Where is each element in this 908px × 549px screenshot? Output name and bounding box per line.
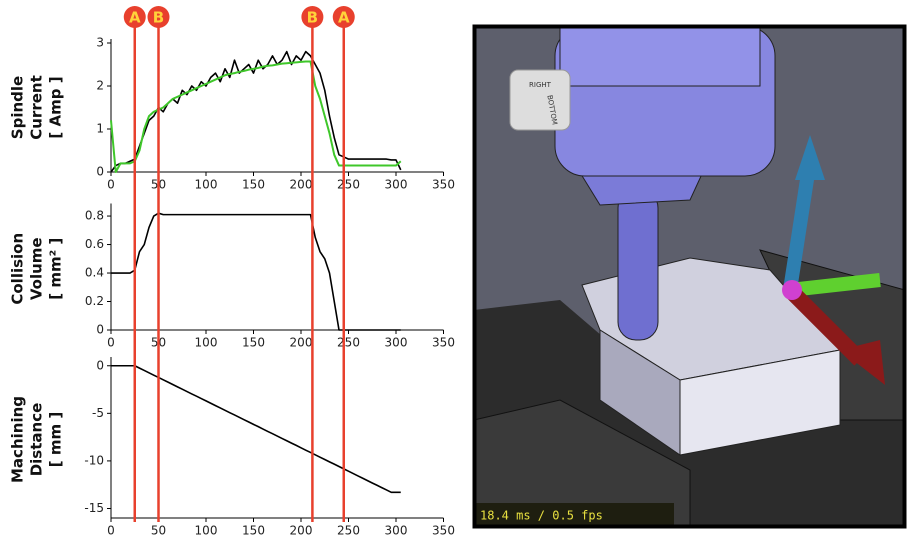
x-tick-label: 0 [107, 178, 115, 192]
data-line [111, 213, 401, 330]
x-tick-label: 100 [195, 178, 218, 192]
y-tick-label: 3 [96, 36, 104, 50]
y-axis-label: [ mm ] [47, 412, 65, 467]
axis-origin [782, 280, 802, 300]
marker-label: A [129, 9, 141, 27]
x-tick-label: 0 [107, 336, 115, 350]
y-axis-label: Distance [28, 403, 46, 477]
3d-viewport: RIGHT BOTTOM 18.4 ms / 0.5 fps [474, 26, 905, 527]
y-axis-label: [ mm² ] [47, 238, 65, 300]
x-tick-label: 200 [290, 524, 313, 538]
nav-cube [510, 70, 570, 130]
x-tick-label: 150 [242, 336, 265, 350]
axis-y [790, 280, 880, 290]
y-axis-label: [ Amp ] [47, 76, 65, 138]
x-tick-label: 350 [432, 336, 455, 350]
x-tick-label: 50 [151, 524, 166, 538]
x-tick-label: 0 [107, 524, 115, 538]
y-tick-label: -15 [84, 501, 104, 515]
y-tick-label: 0.6 [85, 237, 104, 251]
x-tick-label: 250 [337, 336, 360, 350]
y-tick-label: 0 [96, 358, 104, 372]
y-tick-label: 0 [96, 165, 104, 179]
nav-cube-label: RIGHT [529, 81, 552, 89]
y-axis-label: Volume [28, 237, 46, 300]
fps-text: 18.4 ms / 0.5 fps [480, 509, 603, 523]
data-line [111, 366, 401, 493]
x-tick-label: 350 [432, 524, 455, 538]
x-tick-label: 250 [337, 178, 360, 192]
x-tick-label: 300 [385, 524, 408, 538]
x-tick-label: 150 [242, 178, 265, 192]
tool [618, 190, 658, 340]
y-axis-label: Spindle [9, 76, 27, 139]
figure: RIGHT BOTTOM 18.4 ms / 0.5 fps 0 1 2 3 0 50 10… [0, 0, 908, 545]
y-tick-label: -10 [84, 453, 104, 467]
data-line [111, 61, 401, 172]
x-tick-label: 150 [242, 524, 265, 538]
x-tick-label: 200 [290, 336, 313, 350]
marker-label: B [307, 9, 318, 27]
spindle-top [560, 26, 760, 86]
y-tick-label: 0 [96, 323, 104, 337]
y-tick-label: 0.8 [85, 209, 104, 223]
y-tick-label: -5 [92, 406, 104, 420]
x-tick-label: 300 [385, 336, 408, 350]
x-tick-label: 100 [195, 524, 218, 538]
x-tick-label: 350 [432, 178, 455, 192]
y-tick-label: 2 [96, 79, 104, 93]
y-tick-label: 0.2 [85, 294, 104, 308]
x-tick-label: 300 [385, 178, 408, 192]
x-tick-label: 250 [337, 524, 360, 538]
marker-label: B [153, 9, 164, 27]
y-axis-label: Collision [9, 233, 27, 305]
marker-label: A [338, 9, 350, 27]
y-axis-label: Machining [9, 396, 27, 483]
x-tick-label: 200 [290, 178, 313, 192]
y-axis-label: Current [28, 75, 46, 140]
y-tick-label: 1 [96, 122, 104, 136]
y-tick-label: 0.4 [85, 266, 104, 280]
x-tick-label: 100 [195, 336, 218, 350]
